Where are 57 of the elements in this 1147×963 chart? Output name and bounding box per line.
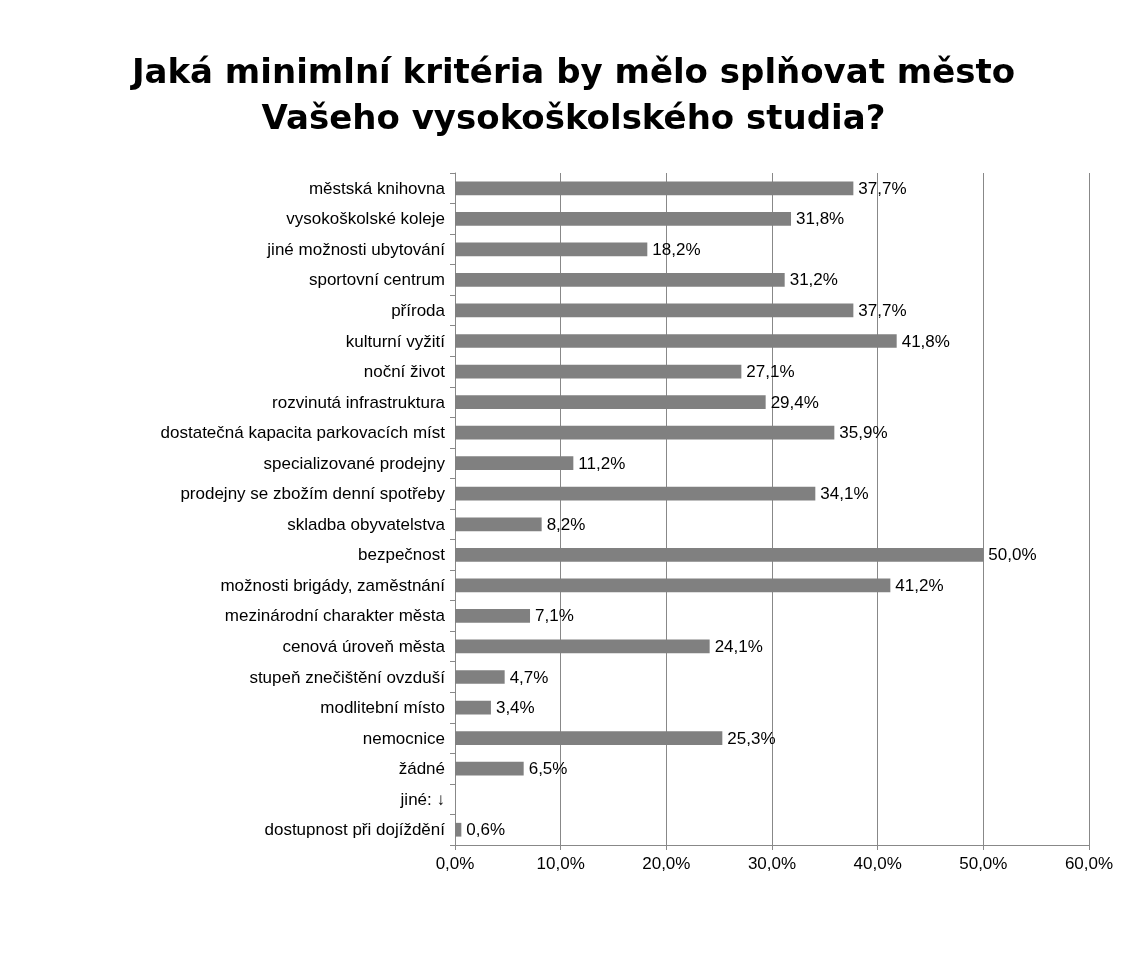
bar	[455, 517, 542, 532]
y-tick-label: dostupnost při dojíždění	[264, 820, 446, 840]
x-tick-label: 0,0%	[435, 854, 475, 873]
data-label: 25,3%	[727, 728, 776, 748]
y-tick-label: kulturní vyžití	[345, 331, 446, 351]
x-tick-label: 60,0%	[1064, 854, 1114, 873]
y-tick-label: dostatečná kapacita parkovacích míst	[160, 423, 446, 443]
data-label: 24,1%	[714, 636, 763, 656]
data-label: 8,2%	[546, 514, 586, 534]
data-label: 4,7%	[509, 667, 549, 687]
data-label: 6,5%	[528, 759, 568, 779]
y-tick-label: jiné: ↓	[399, 789, 445, 809]
y-tick-label: jiné možnosti ubytování	[266, 239, 446, 259]
data-label: 35,9%	[839, 423, 888, 443]
data-label: 27,1%	[746, 362, 795, 382]
x-tick-label: 50,0%	[959, 854, 1008, 873]
bar	[455, 700, 491, 715]
data-label: 3,4%	[495, 698, 535, 718]
data-label: 0,6%	[466, 820, 506, 840]
y-tick-label: sportovní centrum	[308, 270, 445, 290]
x-tick-label: 30,0%	[747, 854, 797, 873]
y-tick-label: stupeň znečištění ovzduší	[249, 667, 446, 687]
y-tick-label: prodejny se zbožím denní spotřeby	[180, 484, 446, 504]
chart-title: Jaká minimlní kritéria by mělo splňovat město Vašeho vysokoškolského studia?	[129, 51, 1016, 137]
y-tick-label: cenová úroveň města	[282, 636, 446, 656]
bar	[455, 822, 462, 837]
data-label: 41,8%	[901, 331, 950, 351]
x-tick-label: 40,0%	[853, 854, 902, 873]
data-label: 31,2%	[789, 270, 838, 290]
y-tick-label: skladba obyvatelstva	[287, 514, 446, 534]
bar	[455, 670, 505, 684]
y-tick-label: žádné	[398, 759, 445, 779]
y-tick-label: možnosti brigády, zaměstnání	[220, 575, 446, 595]
data-label: 31,8%	[796, 209, 845, 229]
y-tick-label: vysokoškolské koleje	[286, 209, 445, 229]
data-label: 37,7%	[858, 300, 907, 320]
data-label: 18,2%	[652, 239, 701, 259]
y-tick-label: modlitební místo	[320, 698, 445, 718]
data-label: 11,2%	[578, 453, 626, 473]
y-tick-label: městská knihovna	[308, 178, 446, 198]
y-tick-label: rozvinutá infrastruktura	[272, 392, 446, 412]
y-tick-label: nemocnice	[362, 728, 445, 748]
bar	[455, 609, 531, 623]
x-tick-label: 20,0%	[642, 854, 691, 873]
data-label: 41,2%	[895, 575, 944, 595]
bar	[455, 761, 524, 776]
y-tick-label: specializované prodejny	[263, 453, 446, 473]
data-label: 50,0%	[988, 545, 1037, 565]
data-label: 7,1%	[535, 606, 574, 626]
x-tick-label: 10,0%	[536, 854, 585, 873]
y-tick-label: mezinárodní charakter města	[224, 606, 446, 626]
data-label: 37,7%	[858, 178, 907, 198]
data-label: 29,4%	[770, 392, 819, 412]
y-tick-label: noční život	[363, 362, 446, 382]
y-tick-label: bezpečnost	[358, 545, 446, 565]
y-tick-label: příroda	[391, 300, 446, 320]
data-label: 34,1%	[820, 484, 869, 504]
